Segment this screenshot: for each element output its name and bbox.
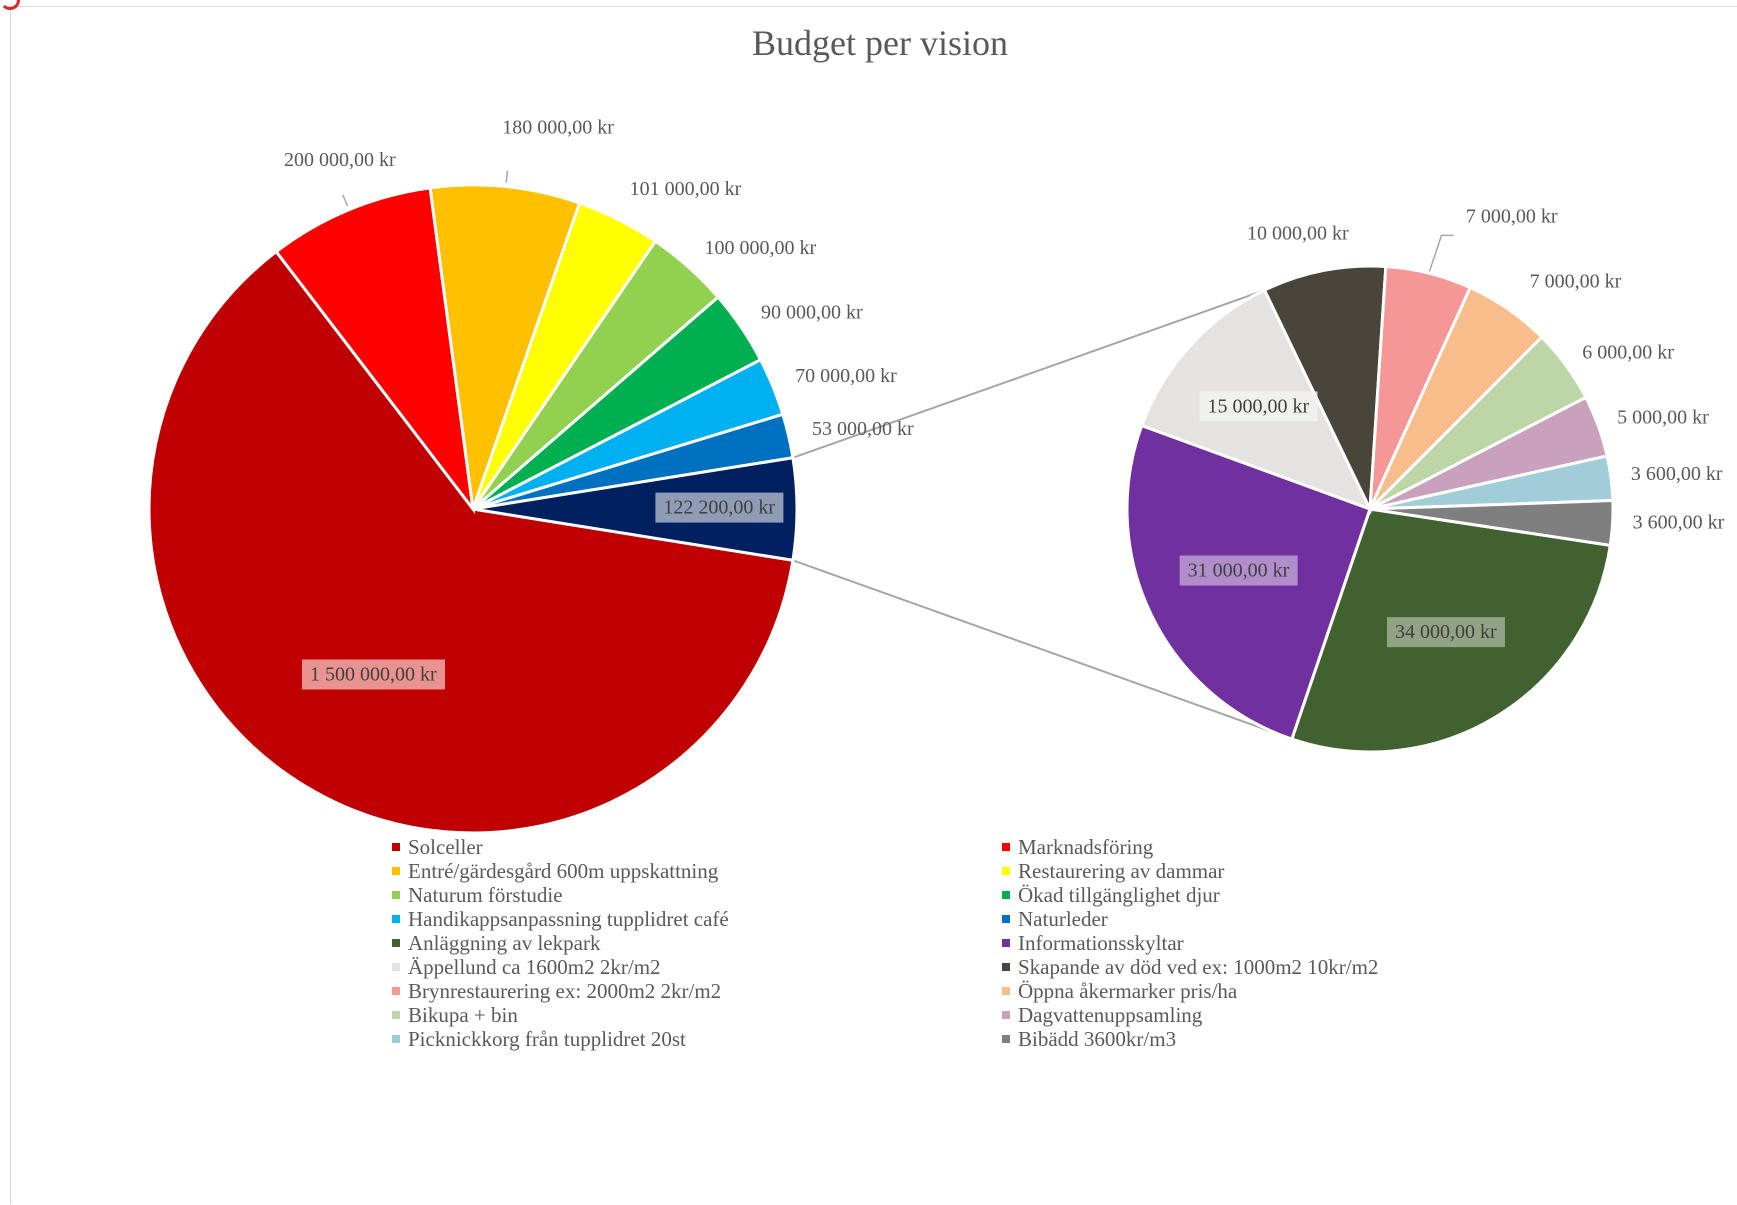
data-labels: 1 500 000,00 kr 200 000,00 kr 180 000,00 k… (284, 116, 1725, 690)
legend-entry-picknickkorg-fran-tupplidret-20st: Picknickkorg från tupplidret 20st (392, 1027, 1002, 1051)
legend-entry-informationsskyltar: Informationsskyltar (1002, 931, 1472, 955)
legend-entry-dagvattenuppsamling: Dagvattenuppsamling (1002, 1003, 1472, 1027)
legend-entry-restaurering-av-dammar: Restaurering av dammar (1002, 859, 1472, 883)
secondary-pie (1125, 264, 1615, 754)
data-label-dagvattenuppsamling: 5 000,00 kr (1617, 407, 1709, 429)
data-label-handikappsanpassning-tupplidret-cafe: 70 000,00 kr (795, 365, 897, 387)
legend-label: Anläggning av lekpark (408, 930, 601, 955)
secondary-slice-skapande-av-dod-ved-ex-1000m2-10kr-m2 (1262, 264, 1388, 515)
legend-entry-anlaggning-av-lekpark: Anläggning av lekpark (392, 931, 1002, 955)
legend-swatch (1002, 891, 1010, 899)
data-label-marknadsforing: 200 000,00 kr (284, 149, 396, 171)
data-label-appellund-ca-1600m2-2kr-m2-box (1199, 391, 1318, 422)
legend-swatch (392, 867, 400, 875)
main-slice-other (472, 456, 799, 562)
data-label-bibadd-3600kr-m3: 3 600,00 kr (1633, 512, 1725, 534)
data-label-okad-tillganglighet-djur: 90 000,00 kr (761, 301, 863, 323)
data-label-other-box (655, 492, 784, 523)
legend-swatch (392, 891, 400, 899)
main-slice-entre-gardesgard-600m-uppskattning (428, 183, 582, 510)
connector-line-bottom (792, 559, 1300, 743)
data-label-brynrestaurering-ex-2000m2-2kr-m2-leader (1428, 234, 1454, 272)
data-label-oppna-akermarker-pris-ha: 7 000,00 kr (1530, 270, 1622, 292)
legend-entry-handikappsanpassning-tupplidret-cafe: Handikappsanpassning tupplidret café (392, 907, 1002, 931)
legend-label: Marknadsföring (1018, 834, 1154, 859)
main-slice-marknadsforing (274, 186, 476, 515)
data-label-brynrestaurering-ex-2000m2-2kr-m2: 7 000,00 kr (1466, 205, 1558, 227)
legend-swatch (1002, 963, 1010, 971)
legend-label: Ökad tillgänglighet djur (1018, 882, 1220, 907)
data-label-naturleder: 53 000,00 kr (812, 418, 914, 440)
connector-lines (792, 271, 1316, 743)
data-label-anlaggning-av-lekpark-box (1386, 617, 1505, 648)
legend-entry-marknadsforing: Marknadsföring (1002, 835, 1472, 859)
legend-label: Handikappsanpassning tupplidret café (408, 906, 729, 931)
legend-swatch (1002, 987, 1010, 995)
legend-label: Bibädd 3600kr/m3 (1018, 1026, 1177, 1051)
legend-swatch (392, 939, 400, 947)
legend-entry-solceller: Solceller (392, 835, 1002, 859)
legend-label: Naturum förstudie (408, 882, 563, 907)
legend-swatch (392, 915, 400, 923)
legend: Solceller Marknadsföring Entré/gärdesgård … (392, 835, 1472, 1051)
legend-entry-bikupa-bin: Bikupa + bin (392, 1003, 1002, 1027)
legend-label: Entré/gärdesgård 600m uppskattning (408, 858, 719, 883)
data-label-anlaggning-av-lekpark: 34 000,00 kr (1395, 621, 1497, 643)
legend-swatch (392, 843, 400, 851)
legend-swatch (392, 1035, 400, 1043)
data-label-informationsskyltar-box (1179, 555, 1298, 586)
data-label-bikupa-bin: 6 000,00 kr (1582, 341, 1674, 363)
data-label-naturum-forstudie: 100 000,00 kr (705, 237, 817, 259)
legend-entry-appellund-ca-1600m2-2kr-m2: Äppellund ca 1600m2 2kr/m2 (392, 955, 1002, 979)
legend-label: Äppellund ca 1600m2 2kr/m2 (408, 954, 661, 979)
legend-label: Skapande av död ved ex: 1000m2 10kr/m2 (1018, 954, 1379, 979)
legend-label: Bikupa + bin (408, 1002, 518, 1027)
corner-mark (0, 0, 20, 10)
data-label-picknickkorg-fran-tupplidret-20st: 3 600,00 kr (1631, 463, 1723, 485)
legend-entry-entre-gardesgard-600m-uppskattning: Entré/gärdesgård 600m uppskattning (392, 859, 1002, 883)
data-label-solceller: 1 500 000,00 kr (310, 663, 437, 685)
data-label-restaurering-av-dammar: 101 000,00 kr (630, 178, 742, 200)
legend-swatch (1002, 1011, 1010, 1019)
data-label-skapande-av-dod-ved-ex-1000m2-10kr-m2: 10 000,00 kr (1247, 222, 1349, 244)
legend-swatch (392, 1011, 400, 1019)
legend-swatch (392, 987, 400, 995)
data-label-appellund-ca-1600m2-2kr-m2: 15 000,00 kr (1208, 395, 1310, 417)
data-label-entre-gardesgard-600m-uppskattning-leader (505, 170, 509, 183)
legend-label: Solceller (408, 834, 483, 859)
chart-border (10, 6, 1737, 1204)
legend-entry-skapande-av-dod-ved-ex-1000m2-10kr-m2: Skapande av död ved ex: 1000m2 10kr/m2 (1002, 955, 1472, 979)
chart-title: Budget per vision (752, 23, 1008, 63)
legend-entry-naturum-forstudie: Naturum förstudie (392, 883, 1002, 907)
legend-label: Picknickkorg från tupplidret 20st (408, 1026, 686, 1051)
legend-entry-brynrestaurering-ex-2000m2-2kr-m2: Brynrestaurering ex: 2000m2 2kr/m2 (392, 979, 1002, 1003)
main-pie (147, 183, 799, 835)
legend-label: Brynrestaurering ex: 2000m2 2kr/m2 (408, 978, 722, 1003)
legend-label: Naturleder (1018, 906, 1108, 931)
legend-swatch (1002, 843, 1010, 851)
data-label-informationsskyltar: 31 000,00 kr (1188, 560, 1290, 582)
legend-entry-naturleder: Naturleder (1002, 907, 1472, 931)
secondary-slice-bibadd-3600kr-m3 (1369, 498, 1615, 548)
data-label-marknadsforing-leader (342, 194, 349, 207)
legend-swatch (1002, 867, 1010, 875)
connector-line-top (792, 271, 1316, 459)
legend-label: Restaurering av dammar (1018, 858, 1225, 883)
data-label-other: 122 200,00 kr (663, 497, 775, 519)
data-label-entre-gardesgard-600m-uppskattning: 180 000,00 kr (502, 116, 614, 138)
data-label-solceller-box (301, 659, 445, 690)
legend-swatch (1002, 1035, 1010, 1043)
legend-entry-oppna-akermarker-pris-ha: Öppna åkermarker pris/ha (1002, 979, 1472, 1003)
legend-entry-bibadd-3600kr-m3: Bibädd 3600kr/m3 (1002, 1027, 1472, 1051)
legend-swatch (392, 963, 400, 971)
legend-label: Öppna åkermarker pris/ha (1018, 978, 1238, 1003)
legend-entry-okad-tillganglighet-djur: Ökad tillgänglighet djur (1002, 883, 1472, 907)
legend-swatch (1002, 939, 1010, 947)
legend-label: Dagvattenuppsamling (1018, 1002, 1203, 1027)
legend-label: Informationsskyltar (1018, 930, 1184, 955)
legend-swatch (1002, 915, 1010, 923)
